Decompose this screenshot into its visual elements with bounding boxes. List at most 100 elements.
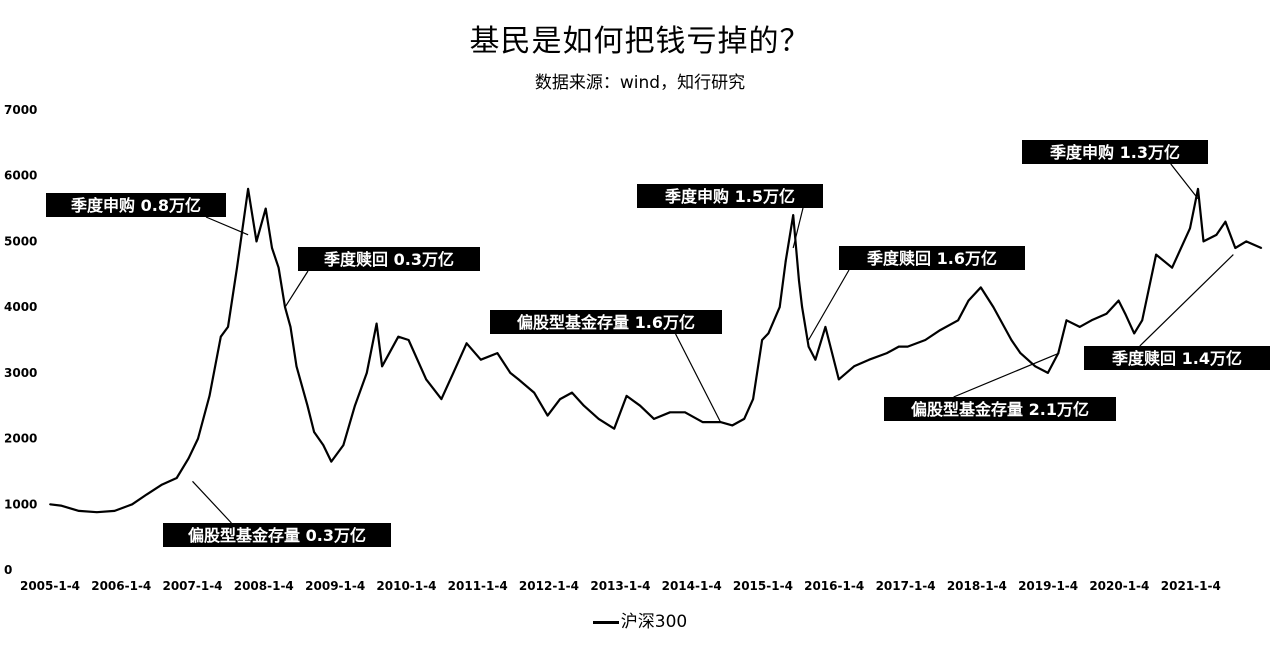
legend-label: 沪深300 bbox=[620, 612, 688, 632]
y-tick-label: 1000 bbox=[4, 497, 37, 511]
chart-subtitle: 数据来源：wind，知行研究 bbox=[534, 73, 746, 93]
annotation-label: 偏股型基金存量 2.1万亿 bbox=[911, 400, 1089, 419]
data-point bbox=[277, 266, 280, 269]
data-point bbox=[792, 214, 795, 217]
data-point bbox=[868, 358, 870, 361]
annotation-leader bbox=[1170, 163, 1199, 200]
x-tick-label: 2017-1-4 bbox=[876, 579, 936, 593]
x-tick-label: 2015-1-4 bbox=[733, 579, 793, 593]
data-point bbox=[1141, 319, 1144, 322]
data-point bbox=[247, 188, 250, 190]
data-point bbox=[342, 444, 345, 446]
data-point bbox=[219, 335, 222, 338]
data-point bbox=[1202, 240, 1205, 243]
data-point bbox=[814, 358, 817, 361]
data-point bbox=[957, 319, 959, 322]
data-point bbox=[313, 431, 315, 433]
data-point bbox=[897, 345, 900, 348]
data-point bbox=[798, 280, 800, 282]
data-point bbox=[440, 398, 443, 400]
data-point bbox=[1215, 234, 1218, 236]
annotation-leader bbox=[284, 270, 309, 308]
series-line bbox=[49, 187, 1262, 514]
annotation-label: 季度申购 1.5万亿 bbox=[664, 187, 795, 206]
x-tick-label: 2010-1-4 bbox=[376, 579, 436, 593]
x-tick-label: 2020-1-4 bbox=[1089, 579, 1149, 593]
y-tick-label: 2000 bbox=[4, 432, 37, 446]
data-point bbox=[1065, 319, 1068, 322]
x-tick-label: 2013-1-4 bbox=[590, 579, 650, 593]
annotation-leader bbox=[792, 207, 804, 249]
x-tick-label: 2012-1-4 bbox=[519, 579, 579, 593]
data-point bbox=[778, 306, 781, 308]
data-point bbox=[60, 504, 62, 507]
annotation-box bbox=[1084, 346, 1270, 370]
legend: 沪深300 bbox=[0, 607, 1280, 632]
data-point bbox=[330, 460, 333, 463]
data-point bbox=[752, 398, 754, 400]
data-point bbox=[49, 503, 51, 506]
x-tick-label: 2009-1-4 bbox=[305, 579, 365, 593]
data-point bbox=[517, 378, 520, 381]
data-point bbox=[837, 378, 840, 381]
annotation-label: 季度申购 0.8万亿 bbox=[70, 196, 201, 215]
data-point bbox=[731, 424, 734, 427]
data-point bbox=[1047, 372, 1049, 374]
annotation-box bbox=[46, 193, 226, 217]
data-point bbox=[271, 247, 273, 249]
data-point bbox=[479, 358, 482, 361]
data-point bbox=[1034, 365, 1037, 368]
annotation-label: 季度申购 1.3万亿 bbox=[1049, 143, 1180, 162]
data-point bbox=[289, 326, 292, 328]
data-point bbox=[1245, 240, 1248, 243]
data-point bbox=[559, 398, 561, 400]
data-point bbox=[939, 329, 942, 331]
data-point bbox=[1155, 253, 1157, 256]
data-point bbox=[322, 444, 325, 446]
data-point bbox=[255, 240, 258, 243]
data-point bbox=[1133, 332, 1136, 335]
data-point bbox=[1010, 339, 1013, 341]
data-point bbox=[639, 404, 641, 407]
data-point bbox=[1189, 227, 1191, 230]
annotation-label: 季度赎回 1.6万亿 bbox=[866, 249, 997, 268]
data-point bbox=[597, 418, 600, 420]
data-point bbox=[452, 372, 455, 374]
data-point bbox=[1171, 266, 1173, 269]
data-point bbox=[992, 306, 995, 308]
annotation-label: 偏股型基金存量 0.3万亿 bbox=[188, 526, 366, 545]
data-point bbox=[546, 414, 549, 417]
data-point bbox=[306, 404, 309, 407]
annotation-box bbox=[884, 397, 1116, 421]
data-point bbox=[425, 378, 428, 381]
data-point bbox=[208, 395, 211, 397]
data-point bbox=[113, 510, 116, 512]
data-point bbox=[1197, 188, 1199, 190]
data-point bbox=[853, 365, 855, 368]
data-point bbox=[761, 339, 763, 341]
data-point bbox=[365, 372, 368, 374]
x-tick-label: 2008-1-4 bbox=[234, 579, 294, 593]
x-tick-label: 2011-1-4 bbox=[448, 579, 508, 593]
data-point bbox=[767, 332, 770, 335]
data-point bbox=[1224, 220, 1227, 223]
annotation-leader bbox=[192, 480, 232, 524]
y-tick-label: 5000 bbox=[4, 234, 37, 248]
data-point bbox=[967, 299, 970, 302]
data-point bbox=[145, 493, 148, 496]
series-layer bbox=[49, 187, 1263, 514]
data-point bbox=[1260, 247, 1263, 249]
annotation-box bbox=[839, 246, 1025, 270]
data-point bbox=[669, 411, 671, 414]
data-point bbox=[701, 421, 704, 423]
legend-swatch bbox=[592, 620, 619, 624]
data-point bbox=[397, 335, 400, 338]
y-tick-label: 4000 bbox=[4, 300, 37, 314]
data-point bbox=[78, 510, 80, 512]
data-point bbox=[187, 457, 190, 460]
data-point bbox=[625, 395, 628, 397]
data-point bbox=[197, 437, 199, 440]
data-point bbox=[509, 372, 512, 374]
